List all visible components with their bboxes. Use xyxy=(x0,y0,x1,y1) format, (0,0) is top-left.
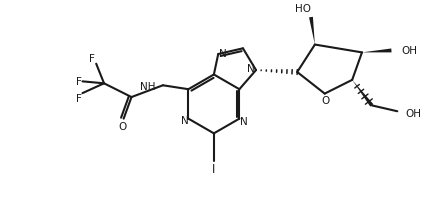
Text: O: O xyxy=(119,122,127,132)
Text: NH: NH xyxy=(140,82,155,92)
Text: F: F xyxy=(76,77,81,87)
Text: N: N xyxy=(181,115,188,125)
Text: N: N xyxy=(247,64,255,74)
Polygon shape xyxy=(309,18,315,45)
Polygon shape xyxy=(362,49,392,53)
Text: N: N xyxy=(241,116,248,126)
Text: OH: OH xyxy=(401,46,417,56)
Text: I: I xyxy=(212,162,216,175)
Text: F: F xyxy=(76,94,81,104)
Text: N: N xyxy=(219,49,227,59)
Text: HO: HO xyxy=(295,4,311,14)
Text: F: F xyxy=(89,54,95,63)
Text: O: O xyxy=(322,96,330,106)
Polygon shape xyxy=(352,80,373,107)
Text: OH: OH xyxy=(405,109,421,119)
